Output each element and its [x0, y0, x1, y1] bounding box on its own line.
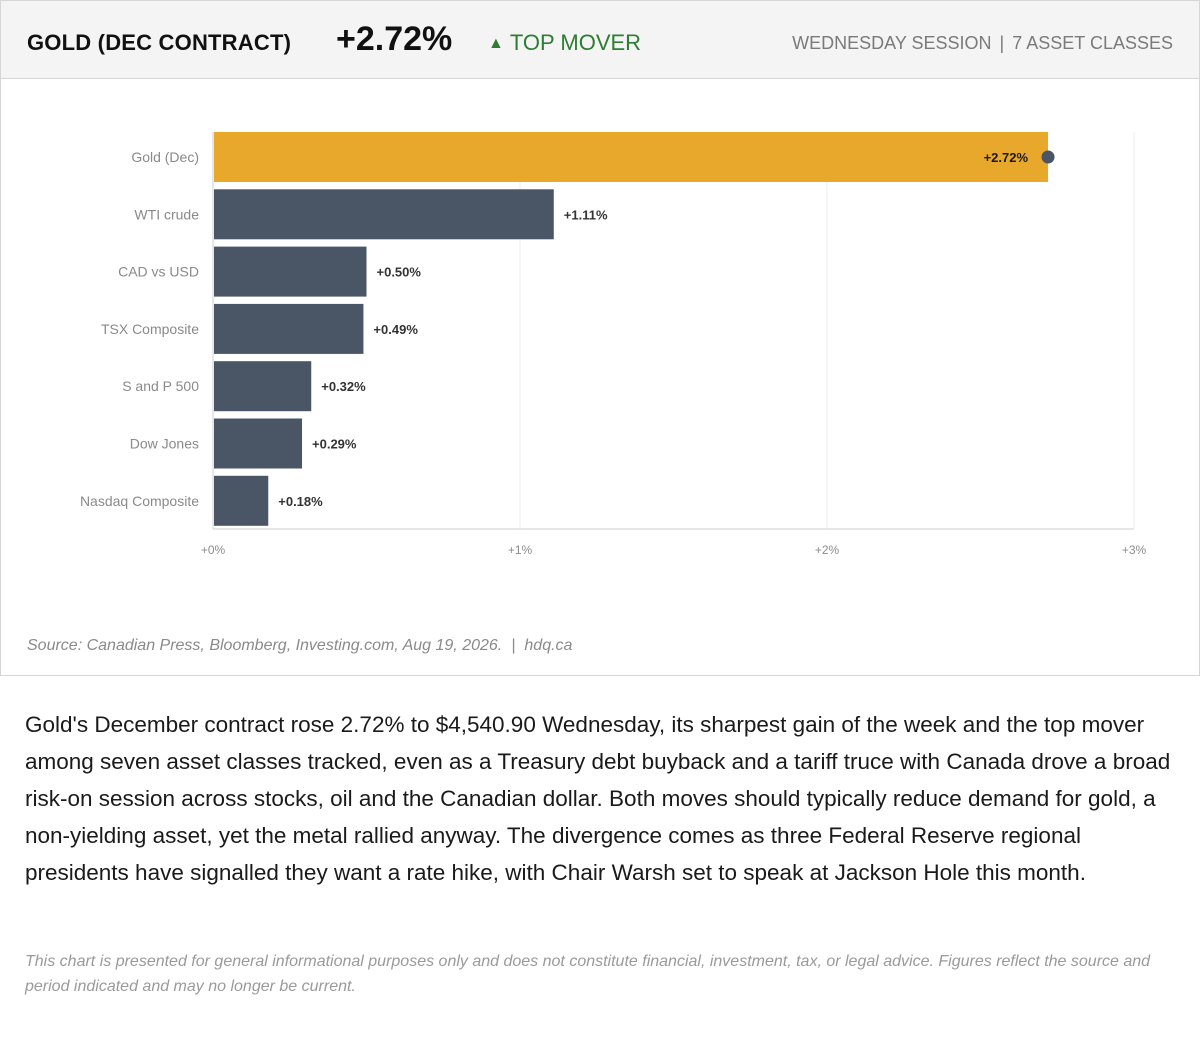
bar-chart: +0% +1% +2% +3% Gold (Dec) +2.72% WTI crude +1.…	[1, 80, 1199, 620]
summary-paragraph: Gold's December contract rose 2.72% to $…	[25, 712, 1171, 885]
chart-card: GOLD (DEC CONTRACT) +2.72% ▲ TOP MOVER WE…	[0, 0, 1200, 676]
highlight-marker	[1041, 150, 1055, 164]
data-label: +0.29%	[312, 437, 357, 452]
data-label: +0.32%	[321, 379, 366, 394]
bar	[214, 132, 1049, 182]
source-line: Source: Canadian Press, Bloomberg, Inves…	[27, 637, 572, 655]
category-label: Dow Jones	[130, 436, 199, 452]
bar	[214, 189, 554, 240]
source-text: Source: Canadian Press, Bloomberg, Inves…	[27, 637, 503, 654]
source-separator: |	[511, 637, 516, 654]
bar	[214, 303, 364, 354]
data-label: +0.18%	[278, 494, 323, 509]
data-label: +0.50%	[377, 265, 422, 280]
bar-chart-svg: +0% +1% +2% +3% Gold (Dec) +2.72% WTI crude +1.…	[80, 132, 1147, 557]
triangle-up-icon: ▲	[488, 35, 504, 52]
bar	[214, 418, 303, 469]
top-mover-label: TOP MOVER	[509, 30, 642, 55]
category-label: TSX Composite	[101, 321, 199, 337]
bar	[214, 361, 312, 412]
header-separator: |	[999, 33, 1005, 53]
header-title: GOLD (DEC CONTRACT)	[27, 30, 292, 55]
x-tick-label: +2%	[815, 543, 840, 557]
category-label: S and P 500	[122, 378, 199, 394]
session-label: WEDNESDAY SESSION	[792, 33, 992, 53]
asset-count-label: 7 ASSET CLASSES	[1012, 33, 1173, 53]
x-tick-label: +1%	[508, 543, 533, 557]
category-label: Gold (Dec)	[131, 149, 199, 165]
disclaimer-text: This chart is presented for general info…	[25, 953, 1151, 995]
top-mover-badge: ▲ TOP MOVER	[488, 30, 641, 56]
category-label: Nasdaq Composite	[80, 493, 199, 509]
header-meta: WEDNESDAY SESSION | 7 ASSET CLASSES	[792, 33, 1173, 54]
x-tick-label: +0%	[201, 543, 226, 557]
chart-header: GOLD (DEC CONTRACT) +2.72% ▲ TOP MOVER WE…	[1, 1, 1199, 79]
data-label: +1.11%	[564, 207, 608, 222]
source-site: hdq.ca	[524, 637, 573, 654]
x-tick-label: +3%	[1122, 543, 1147, 557]
data-label: +2.72%	[984, 150, 1029, 165]
header-value: +2.72%	[336, 20, 453, 58]
bar	[214, 246, 367, 297]
category-label: CAD vs USD	[118, 264, 199, 280]
data-label: +0.49%	[373, 322, 418, 337]
category-label: WTI crude	[134, 206, 199, 222]
bar	[214, 475, 269, 526]
